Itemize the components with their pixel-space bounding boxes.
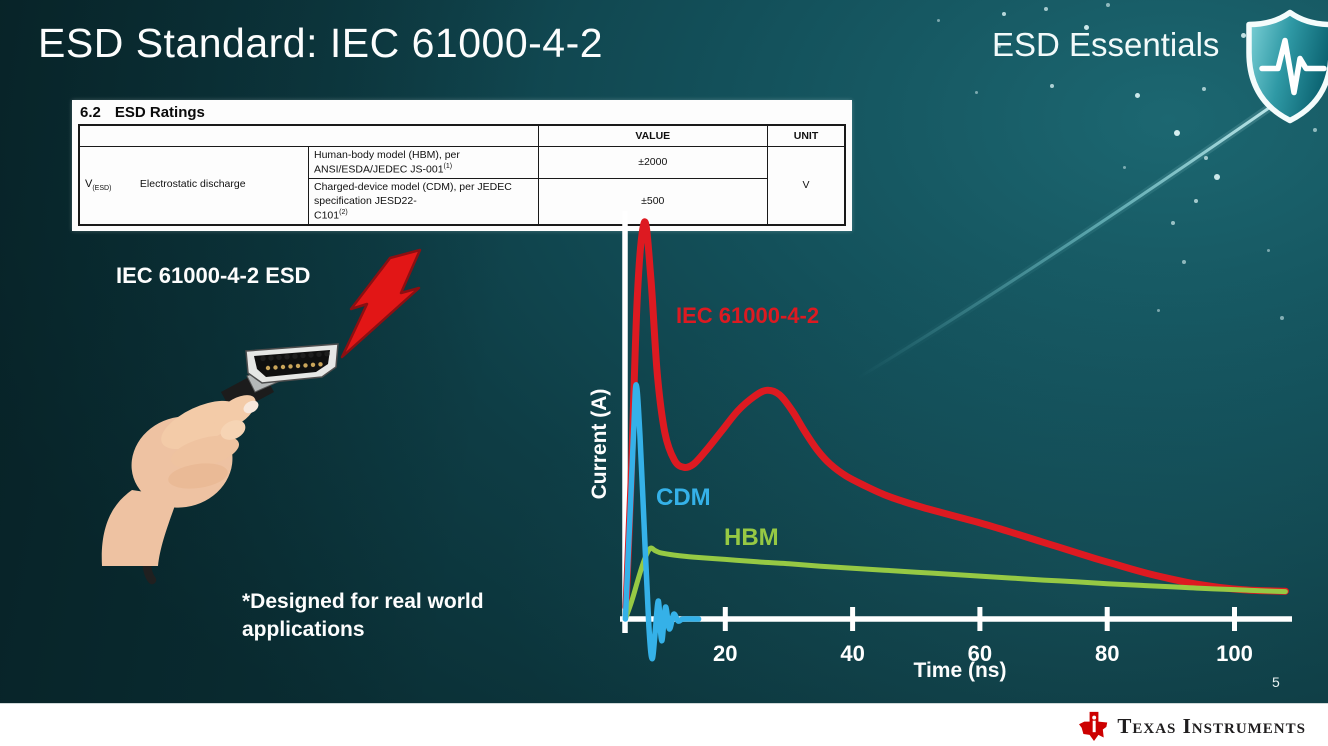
star-dot [1083,24,1089,30]
lightning-bolt-icon [340,248,422,359]
hbm-value-cell: ±2000 [537,146,768,179]
table-header-value: VALUE [537,124,768,147]
ti-logo: Texas Instruments [1079,710,1306,742]
chart-y-axis-label: Current (A) [588,388,611,500]
star-dot [1174,130,1180,136]
svg-text:80: 80 [1095,641,1119,666]
star-dot [1240,32,1246,38]
footer-bar: Texas Instruments [0,703,1328,746]
hdmi-connector-graphic [245,343,339,384]
hand-graphic [131,395,259,508]
chart-x-axis-label: Time (ns) [913,659,1007,682]
star-dot [1106,3,1110,7]
star-dot [1050,84,1054,88]
star-dot [1134,92,1140,98]
curve-label-cdm: CDM [656,484,711,511]
star-dot [1122,165,1126,169]
unit-cell: V [767,145,846,226]
star-dot [1202,87,1206,91]
ti-logo-icon [1079,711,1108,741]
esd-shield-icon [1246,9,1328,124]
table-caption: 6.2 ESD Ratings [78,103,846,124]
star-dot [997,44,1001,48]
table-caption-number: 6.2 [80,104,101,121]
svg-text:40: 40 [840,641,864,666]
table-header-unit: UNIT [767,124,846,147]
star-dot [1002,12,1006,16]
esd-ratings-table-panel: 6.2 ESD Ratings VALUE UNIT V(ESD) Electro… [72,100,852,231]
star-dot [1204,156,1208,160]
footnote-text: *Designed for real world applications [242,590,484,641]
page-number: 5 [1272,674,1280,690]
star-dot [936,18,940,22]
vesd-symbol: V(ESD) [85,178,112,193]
esd-waveform-chart: 20 40 60 80 100 [620,211,1292,666]
hand-holding-connector-illustration [101,248,422,585]
star-dot [1280,316,1284,320]
cdm-description-cell: Charged-device model (CDM), per JEDEC sp… [308,177,539,226]
star-dot [1044,7,1048,11]
svg-text:100: 100 [1216,641,1253,666]
forearm-graphic [101,490,178,566]
curve-label-iec: IEC 61000-4-2 [676,303,820,328]
cdm-value-cell: ±500 [537,177,768,226]
star-dot [1182,260,1186,264]
curve-label-hbm: HBM [724,524,779,551]
esd-ratings-table: VALUE UNIT V(ESD) Electrostatic discharg… [78,124,846,226]
illustration-label: IEC 61000-4-2 ESD [116,263,311,288]
star-dot [1214,174,1220,180]
page-title: ESD Standard: IEC 61000-4-2 [38,20,604,66]
series-brand-title: ESD Essentials [992,26,1220,63]
ti-logo-text: Texas Instruments [1117,713,1306,738]
hbm-description-cell: Human-body model (HBM), per ANSI/ESDA/JE… [308,146,539,179]
thumbnail-graphic [243,400,259,414]
star-dot [974,90,978,94]
param-label: Electrostatic discharge [139,178,246,191]
table-param-cell: V(ESD) Electrostatic discharge [78,145,309,226]
svg-text:60: 60 [968,641,992,666]
table-caption-text: ESD Ratings [114,104,205,121]
svg-text:20: 20 [713,641,737,666]
star-dot [1266,248,1270,252]
star-dot [1156,308,1160,312]
star-dot [1171,221,1175,225]
star-dot [1313,128,1317,132]
star-dot [1194,199,1198,203]
